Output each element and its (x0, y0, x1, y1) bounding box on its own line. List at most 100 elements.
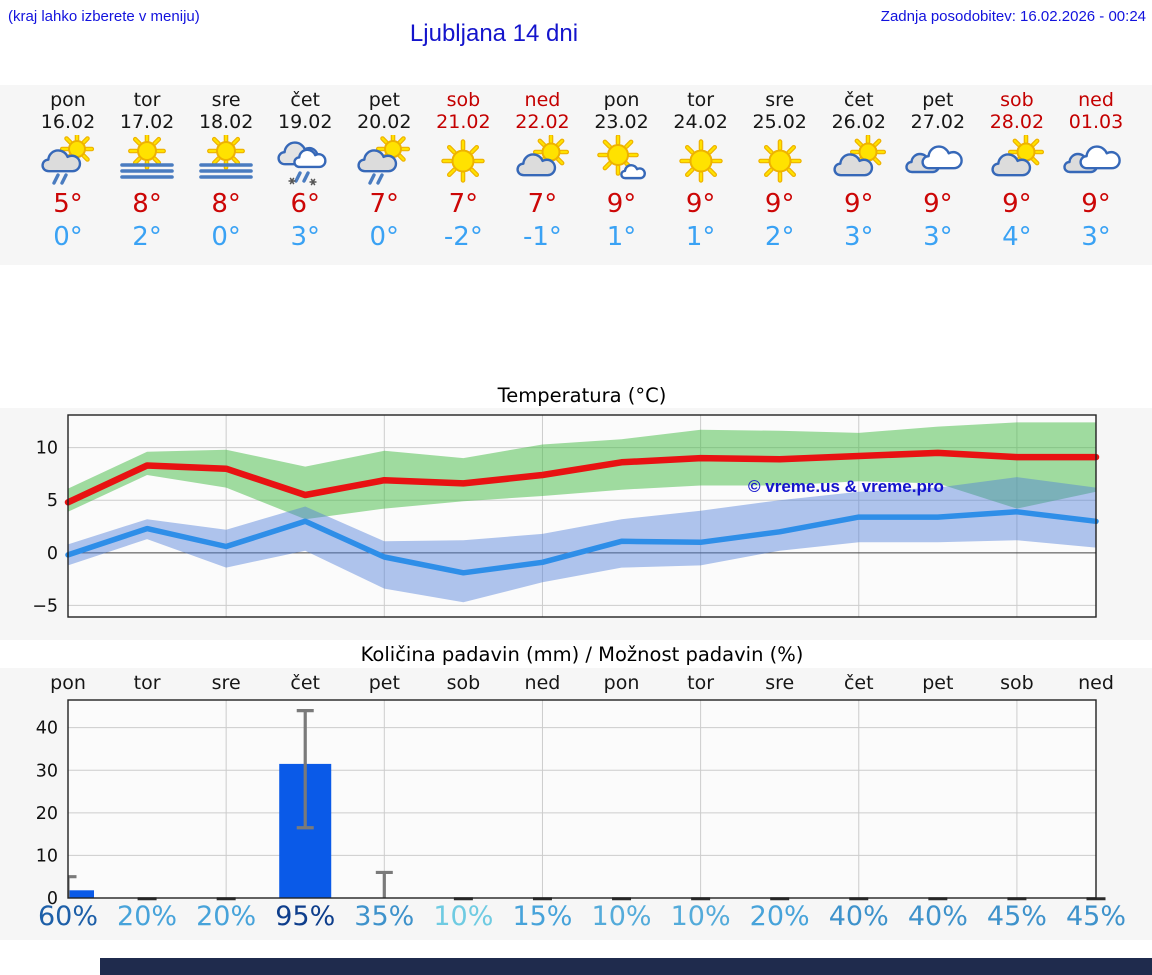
day-date-label: 20.02 (357, 111, 412, 133)
svg-text:20: 20 (36, 804, 58, 824)
precip-day-label: pon (50, 672, 86, 694)
precip-day-label: tor (133, 672, 161, 694)
precip-probability-label: 95% (275, 901, 336, 932)
low-temp-label: 0° (369, 222, 400, 252)
high-temp-label: 7° (527, 189, 558, 219)
high-temp-label: 8° (132, 189, 162, 219)
high-temp-label: 5° (53, 189, 83, 219)
sun-fog-icon (114, 132, 180, 187)
high-temp-label: 9° (923, 189, 953, 219)
day-date-label: 17.02 (119, 111, 175, 133)
forecast-day-column[interactable]: pet 27.02 9° 3° (898, 85, 978, 265)
low-temp-label: 0° (53, 222, 83, 252)
forecast-day-column[interactable]: ned 01.03 9° 3° (1056, 85, 1136, 265)
precip-probability-label: 10% (591, 901, 652, 932)
day-name-label: sob (446, 89, 481, 111)
forecast-day-column[interactable]: tor 17.02 8° 2° (107, 85, 187, 265)
low-temp-label: 3° (1081, 222, 1111, 252)
day-name-label: pet (368, 89, 400, 111)
precip-day-label: ned (1078, 672, 1114, 694)
precipitation-chart-title: Količina padavin (mm) / Možnost padavin … (360, 643, 804, 666)
copyright-watermark: © vreme.us & vreme.pro (748, 477, 944, 496)
low-temp-label: 2° (764, 222, 795, 252)
clouds-icon (905, 135, 971, 187)
svg-text:0: 0 (47, 544, 58, 564)
precip-day-label: ned (524, 672, 561, 694)
forecast-day-column[interactable]: sob 21.02 7° -2° (423, 85, 503, 265)
precip-bar (68, 890, 94, 898)
precip-day-label: sob (446, 672, 481, 694)
forecast-day-column[interactable]: sob 28.02 9° 4° (977, 85, 1057, 265)
sun-cloud-rain-icon (351, 131, 417, 187)
precip-error-bar (68, 875, 77, 898)
forecast-day-column[interactable]: čet 26.02 9° 3° (819, 85, 899, 265)
precip-probability-label: 15% (512, 901, 573, 932)
precip-probability-label: 45% (1065, 901, 1127, 932)
day-name-label: tor (133, 89, 161, 111)
temperature-chart: −5 0 5 10 (32, 414, 1100, 618)
precip-probability-label: 45% (986, 901, 1047, 932)
precip-day-label: pet (368, 672, 400, 694)
day-name-label: sob (1000, 89, 1034, 111)
low-temp-label: 0° (211, 222, 241, 252)
svg-text:0: 0 (47, 889, 58, 909)
sun-icon (668, 135, 734, 187)
svg-text:−5: −5 (32, 596, 58, 616)
precip-probability-label: 20% (196, 901, 257, 932)
low-temp-label: 1° (606, 222, 637, 252)
day-name-label: pet (922, 89, 954, 111)
precip-day-label: tor (687, 672, 715, 694)
forecast-day-column[interactable]: tor 24.02 9° 1° (661, 85, 741, 265)
forecast-day-column[interactable]: pet 20.02 7° 0° (344, 85, 424, 265)
precip-error-bar (375, 870, 393, 898)
forecast-day-column[interactable]: pon 23.02 9° 1° (582, 85, 662, 265)
high-temp-label: 9° (606, 189, 637, 219)
precip-day-label: čet (843, 672, 874, 694)
day-name-label: tor (687, 89, 715, 111)
precip-error-bar (296, 709, 314, 830)
day-date-label: 27.02 (910, 111, 966, 133)
day-name-label: pon (50, 89, 86, 111)
svg-text:5: 5 (47, 491, 58, 511)
sun-cloud-icon (509, 133, 575, 187)
precip-probability-label: 40% (907, 901, 968, 932)
day-date-label: 01.03 (1068, 111, 1124, 133)
sun-cloud-icon (984, 133, 1050, 187)
high-temp-label: 8° (211, 189, 241, 219)
precip-day-label: sre (211, 672, 241, 694)
high-temp-label: 9° (1081, 189, 1111, 219)
forecast-day-column[interactable]: sre 25.02 9° 2° (740, 85, 820, 265)
day-name-label: čet (843, 89, 874, 111)
svg-text:10: 10 (36, 439, 58, 459)
sun-icon (747, 135, 813, 187)
day-date-label: 18.02 (198, 111, 254, 133)
high-temp-label: 9° (1002, 189, 1032, 219)
forecast-day-column[interactable]: čet 19.02 6° 3° (265, 85, 345, 265)
sleet-icon (272, 135, 338, 187)
precip-probability-label: 10% (670, 901, 731, 932)
forecast-day-column[interactable]: ned 22.02 7° -1° (502, 85, 582, 265)
high-temp-label: 7° (448, 189, 479, 219)
precip-probability-label: 20% (117, 901, 178, 932)
page-title: Ljubljana 14 dni (409, 20, 579, 47)
forecast-day-column[interactable]: sre 18.02 8° 0° (186, 85, 266, 265)
sun-icon (430, 135, 496, 187)
bottom-bar (100, 958, 1152, 975)
last-updated-label: Zadnja posodobitev: 16.02.2026 - 00:24 (880, 8, 1146, 25)
precip-probability-label: 35% (354, 901, 415, 932)
high-temp-label: 6° (290, 189, 320, 219)
high-temp-label: 7° (369, 189, 400, 219)
day-name-label: ned (524, 89, 561, 111)
temperature-chart-title: Temperatura (°C) (497, 384, 667, 407)
precip-day-label: čet (290, 672, 321, 694)
max-temp-line (64, 449, 1100, 506)
day-name-label: sre (765, 89, 795, 111)
forecast-day-column[interactable]: pon 16.02 5° 0° (28, 85, 108, 265)
svg-text:10: 10 (36, 846, 58, 866)
low-temp-label: 1° (685, 222, 716, 252)
day-date-label: 23.02 (594, 111, 649, 133)
precip-day-label: pet (922, 672, 954, 694)
sun-cloud-icon (826, 133, 892, 187)
location-menu-hint: (kraj lahko izberete v meniju) (8, 8, 200, 25)
